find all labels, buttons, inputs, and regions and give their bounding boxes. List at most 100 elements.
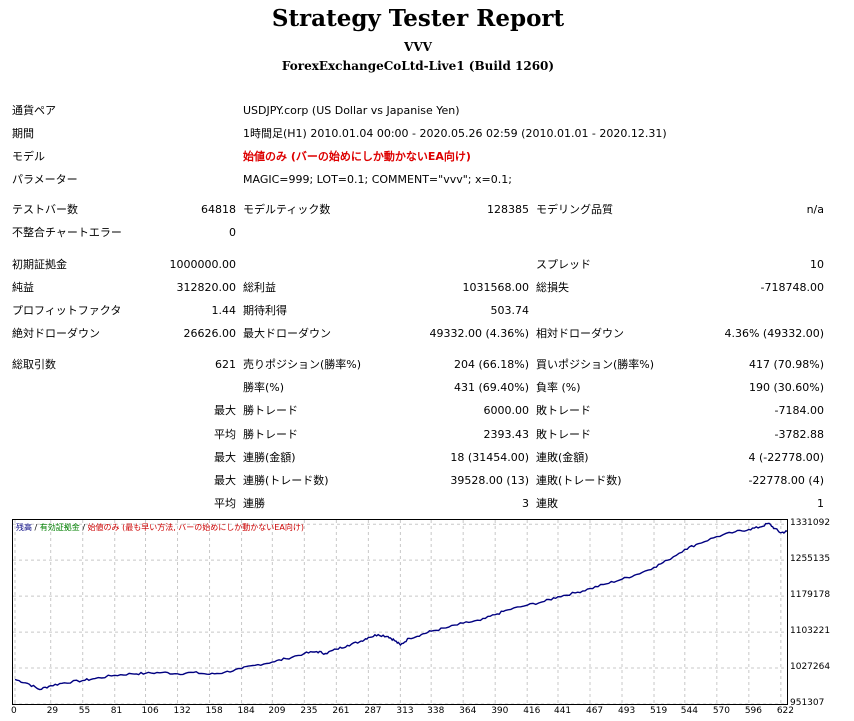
- avg-consecutive-prefix: 平均: [214, 497, 236, 510]
- period-value: 1時間足(H1) 2010.01.04 00:00 - 2020.05.26 0…: [243, 127, 667, 140]
- legend-margin: 有効証拠金: [39, 523, 80, 532]
- max-drawdown-value: 49332.00 (4.36%): [429, 327, 529, 340]
- rel-drawdown-label: 相対ドローダウン: [536, 327, 624, 340]
- loss-rate-label: 負率 (%): [536, 381, 581, 394]
- avg-consecutive-wins-value: 3: [522, 497, 529, 510]
- consecutive-profit-value: 39528.00 (13): [450, 474, 529, 487]
- largest-loss-label: 敗トレード: [536, 404, 591, 417]
- expected-payoff-value: 503.74: [490, 304, 530, 317]
- chart-legend: 残高 / 有効証拠金 / 始値のみ (最も早い方法, バーの始めにしか動かないE…: [16, 522, 304, 533]
- bars-value: 64818: [201, 203, 236, 216]
- x-tick-label: 544: [680, 706, 698, 716]
- short-positions-value: 204 (66.18%): [453, 358, 529, 371]
- x-tick-label: 313: [396, 706, 414, 716]
- deposit-label: 初期証拠金: [12, 258, 67, 271]
- largest-prefix: 最大: [214, 404, 236, 417]
- max-consecutive-prefix: 最大: [214, 451, 236, 464]
- gross-profit-value: 1031568.00: [462, 281, 529, 294]
- win-rate-value: 431 (69.40%): [453, 381, 529, 394]
- average-loss-value: -3782.88: [774, 428, 824, 441]
- largest-win-value: 6000.00: [483, 404, 530, 417]
- legend-model: 始値のみ (最も早い方法, バーの始めにしか動かないEA向け): [87, 523, 304, 532]
- x-tick-label: 441: [553, 706, 572, 716]
- x-tick-label: 106: [141, 706, 159, 716]
- y-tick-label: 951307: [790, 698, 825, 708]
- x-tick-label: 235: [300, 706, 318, 716]
- x-tick-label: 467: [585, 706, 604, 716]
- y-tick-label: 1027264: [790, 662, 831, 673]
- mismatch-value: 0: [229, 226, 236, 239]
- win-rate-label: 勝率(%): [243, 381, 285, 394]
- x-tick-label: 55: [78, 706, 91, 716]
- x-tick-label: 0: [11, 706, 17, 716]
- spread-value: 10: [810, 258, 824, 271]
- legend-separator: /: [32, 523, 40, 532]
- profit-factor-value: 1.44: [211, 304, 237, 317]
- gross-loss-value: -718748.00: [760, 281, 824, 294]
- x-tick-label: 416: [523, 706, 541, 716]
- avg-consecutive-losses-value: 1: [817, 497, 824, 510]
- max-drawdown-label: 最大ドローダウン: [243, 327, 331, 340]
- average-prefix: 平均: [214, 428, 236, 441]
- short-positions-label: 売りポジション(勝率%): [243, 358, 362, 371]
- y-tick-label: 1103221: [790, 626, 831, 637]
- ticks-value: 128385: [487, 203, 529, 216]
- x-tick-label: 184: [237, 706, 255, 716]
- loss-rate-value: 190 (30.60%): [748, 381, 824, 394]
- bars-label: テストバー数: [12, 203, 78, 216]
- x-tick-label: 596: [744, 706, 763, 716]
- abs-drawdown-value: 26626.00: [183, 327, 237, 340]
- consecutive-loss-value: -22778.00 (4): [748, 474, 824, 487]
- avg-consecutive-wins-label: 連勝: [243, 497, 265, 510]
- x-tick-label: 338: [427, 706, 445, 716]
- params-label: パラメーター: [12, 173, 78, 186]
- average-loss-label: 敗トレード: [536, 428, 591, 441]
- long-positions-value: 417 (70.98%): [748, 358, 824, 371]
- net-profit-label: 純益: [12, 281, 34, 294]
- mismatch-label: 不整合チャートエラー: [12, 226, 122, 239]
- report-title: Strategy Tester Report: [271, 5, 565, 32]
- consecutive-wins-amount-label: 連勝(金額): [243, 451, 296, 464]
- max-consecutive-count-prefix: 最大: [214, 474, 236, 487]
- legend-balance: 残高: [16, 523, 32, 532]
- x-tick-label: 622: [776, 706, 795, 716]
- x-tick-label: 132: [173, 706, 191, 716]
- consecutive-profit-label: 連勝(トレード数): [243, 474, 329, 487]
- total-trades-value: 621: [215, 358, 236, 371]
- total-trades-label: 総取引数: [12, 358, 56, 371]
- consecutive-losses-amount-value: 4 (-22778.00): [748, 451, 824, 464]
- gross-loss-label: 総損失: [536, 281, 569, 294]
- balance-line: [14, 522, 787, 691]
- x-tick-label: 390: [491, 706, 509, 716]
- legend-separator: /: [79, 523, 88, 532]
- x-tick-label: 570: [712, 706, 730, 716]
- x-tick-label: 209: [268, 706, 286, 716]
- quality-value: n/a: [806, 203, 824, 216]
- model-label: モデル: [12, 150, 45, 163]
- largest-loss-value: -7184.00: [774, 404, 824, 417]
- abs-drawdown-label: 絶対ドローダウン: [12, 327, 100, 340]
- average-win-label: 勝トレード: [243, 428, 298, 441]
- ea-name: VVV: [404, 40, 432, 54]
- average-win-value: 2393.43: [483, 428, 530, 441]
- x-tick-label: 493: [618, 706, 636, 716]
- balance-chart: [12, 519, 788, 705]
- expected-payoff-label: 期待利得: [243, 304, 287, 317]
- y-tick-label: 1255135: [790, 554, 831, 565]
- spread-label: スプレッド: [536, 258, 591, 271]
- rel-drawdown-value: 4.36% (49332.00): [724, 327, 824, 340]
- profit-factor-label: プロフィットファクタ: [12, 304, 122, 317]
- long-positions-label: 買いポジション(勝率%): [536, 358, 655, 371]
- x-tick-label: 261: [332, 706, 350, 716]
- server-build: ForexExchangeCoLtd-Live1 (Build 1260): [281, 59, 555, 73]
- y-tick-label: 1331092: [790, 518, 831, 529]
- avg-consecutive-losses-label: 連敗: [536, 497, 558, 510]
- symbol-value: USDJPY.corp (US Dollar vs Japanise Yen): [243, 104, 460, 117]
- x-tick-label: 81: [110, 706, 123, 716]
- net-profit-value: 312820.00: [176, 281, 237, 294]
- x-tick-label: 158: [205, 706, 223, 716]
- quality-label: モデリング品質: [536, 203, 613, 216]
- period-label: 期間: [12, 127, 34, 140]
- params-value: MAGIC=999; LOT=0.1; COMMENT="vvv"; x=0.1…: [243, 173, 512, 186]
- deposit-value: 1000000.00: [169, 258, 236, 271]
